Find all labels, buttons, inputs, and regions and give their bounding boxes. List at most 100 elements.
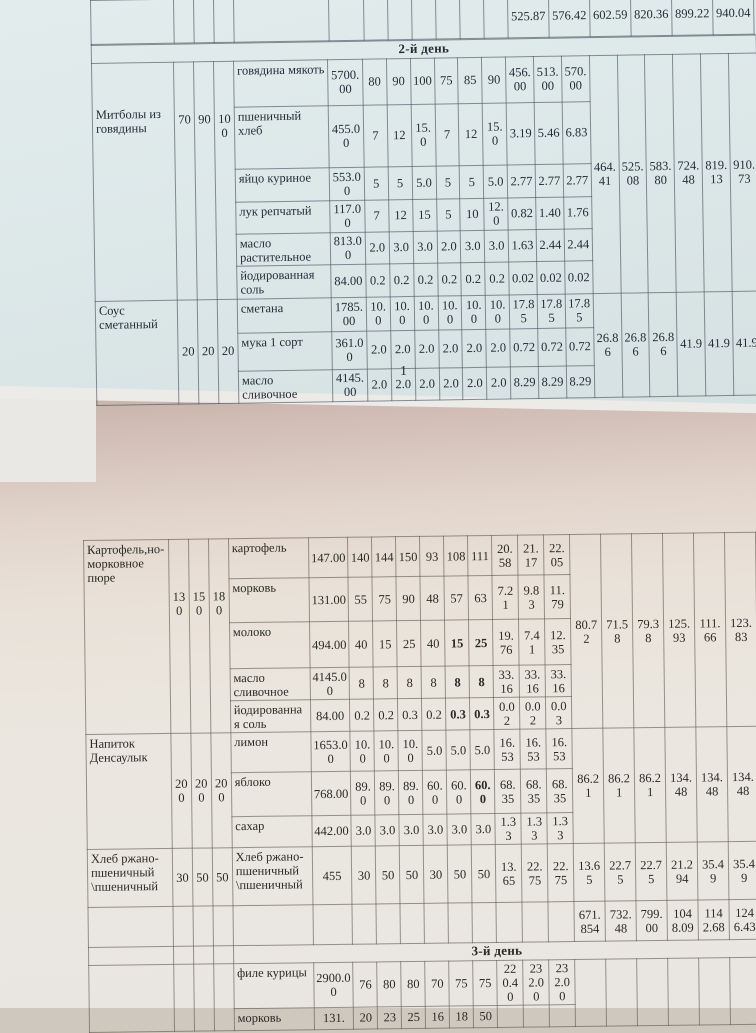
value-cell: 940.04: [712, 0, 755, 35]
value-cell: 2.0: [366, 330, 392, 369]
value-cell: 10: [460, 197, 485, 231]
value-cell: 150: [395, 536, 421, 577]
value-cell: 84.00: [310, 699, 351, 732]
value-cell: 10.0: [461, 294, 487, 330]
value-cell: [212, 905, 234, 946]
value-cell: [497, 1004, 524, 1028]
value-cell: 0.3: [445, 697, 471, 731]
label-cell: сахар: [231, 815, 312, 848]
value-cell: 232.00: [548, 959, 576, 1005]
label-cell: молоко: [229, 621, 310, 669]
value-cell: 10.0: [374, 730, 399, 771]
value-cell: 79.38: [631, 533, 665, 728]
value-cell: 15.0: [410, 103, 436, 167]
value-cell: 8.29: [566, 365, 595, 398]
value-cell: 0.02: [536, 260, 566, 295]
value-cell: 80: [362, 58, 387, 105]
value-cell: 464.41: [589, 54, 621, 294]
value-cell: 0.2: [437, 262, 462, 296]
value-cell: [213, 0, 235, 43]
label-cell: пшеничный хлеб: [234, 105, 330, 169]
value-cell: 2.0: [390, 329, 415, 369]
value-cell: 799.00: [636, 900, 668, 941]
value-cell: 0.02: [508, 261, 538, 295]
value-cell: 41.9: [732, 290, 756, 395]
value-cell: 820.36: [630, 0, 673, 37]
value-cell: 50: [192, 847, 213, 907]
value-cell: 68.35: [494, 769, 522, 814]
value-cell: 130: [168, 539, 191, 734]
value-cell: 21.17: [517, 534, 545, 576]
value-cell: 134.48: [664, 727, 698, 843]
value-cell: 455.00: [328, 104, 365, 168]
value-cell: 80.72: [569, 534, 603, 729]
value-cell: 8: [397, 666, 422, 699]
value-cell: 147.00: [308, 537, 349, 578]
value-cell: 84.00: [330, 263, 367, 298]
value-cell: 2.0: [486, 328, 511, 367]
value-cell: 3.0: [351, 814, 376, 847]
value-cell: 50: [447, 844, 473, 904]
value-cell: 123.83: [724, 532, 756, 727]
value-cell: 768.00: [310, 771, 352, 816]
value-cell: 2.0: [414, 329, 439, 368]
value-cell: 1.40: [535, 196, 565, 230]
value-cell: 570.00: [561, 55, 590, 102]
value-cell: 513.00: [533, 55, 563, 103]
label-cell: филе курицы: [233, 962, 314, 1009]
value-cell: 0.2: [484, 261, 510, 295]
value-cell: [411, 0, 437, 40]
value-cell: 3.0: [471, 813, 496, 845]
value-cell: 671.854: [574, 901, 606, 942]
value-cell: 17.85: [509, 294, 538, 329]
value-cell: 76: [353, 961, 378, 1007]
value-cell: [88, 946, 174, 966]
value-cell: 86.21: [633, 727, 667, 843]
value-cell: 0.3: [397, 698, 423, 731]
value-cell: 180: [208, 538, 231, 733]
value-cell: [549, 1004, 576, 1027]
value-cell: 22.75: [635, 842, 667, 901]
value-cell: 117.00: [329, 199, 366, 233]
value-cell: 22.05: [543, 534, 571, 575]
value-cell: 1.63: [508, 229, 537, 262]
value-cell: 819.13: [700, 53, 733, 292]
value-cell: 3.19: [506, 102, 536, 165]
value-cell: 26.86: [648, 291, 679, 397]
value-cell: [87, 906, 174, 948]
value-cell: 75: [372, 576, 397, 621]
value-cell: [173, 963, 195, 1031]
value-cell: 0.2: [373, 698, 399, 731]
label-cell: яйцо куриное: [235, 167, 330, 202]
value-cell: [472, 902, 497, 943]
value-cell: 442.00: [311, 815, 352, 847]
value-cell: 361.00: [331, 330, 368, 370]
value-cell: 1.33: [495, 813, 522, 845]
value-cell: 10.0: [413, 295, 439, 330]
value-cell: 22.75: [604, 842, 637, 902]
value-cell: [173, 0, 195, 44]
value-cell: 20: [217, 298, 239, 404]
value-cell: 71.58: [600, 533, 634, 729]
value-cell: 50: [473, 1005, 498, 1028]
value-cell: 150: [188, 538, 211, 734]
value-cell: 1.76: [563, 196, 592, 229]
value-cell: [192, 905, 214, 947]
value-cell: 33.16: [493, 665, 520, 698]
value-cell: 20.58: [491, 535, 519, 576]
value-cell: 80: [377, 961, 402, 1007]
label-cell: Хлеб ржано-пшеничный \пшеничный: [87, 848, 173, 908]
label-cell: Картофель,но-морковное пюре: [83, 539, 171, 735]
value-cell: 22.75: [547, 843, 575, 902]
value-cell: 40: [348, 620, 374, 668]
value-cell: 23: [377, 1006, 402, 1029]
value-cell: 50: [212, 847, 233, 906]
value-cell: 3.0: [484, 229, 509, 262]
value-cell: 108: [443, 535, 469, 577]
value-cell: [172, 906, 194, 947]
value-cell: 10.0: [485, 294, 510, 329]
label-cell: масло сливочное: [229, 667, 311, 701]
value-cell: 5.0: [411, 165, 437, 200]
label-cell: Хлеб ржано-пшеничный \пшеничный: [231, 846, 313, 906]
value-cell: 25: [401, 1005, 426, 1029]
